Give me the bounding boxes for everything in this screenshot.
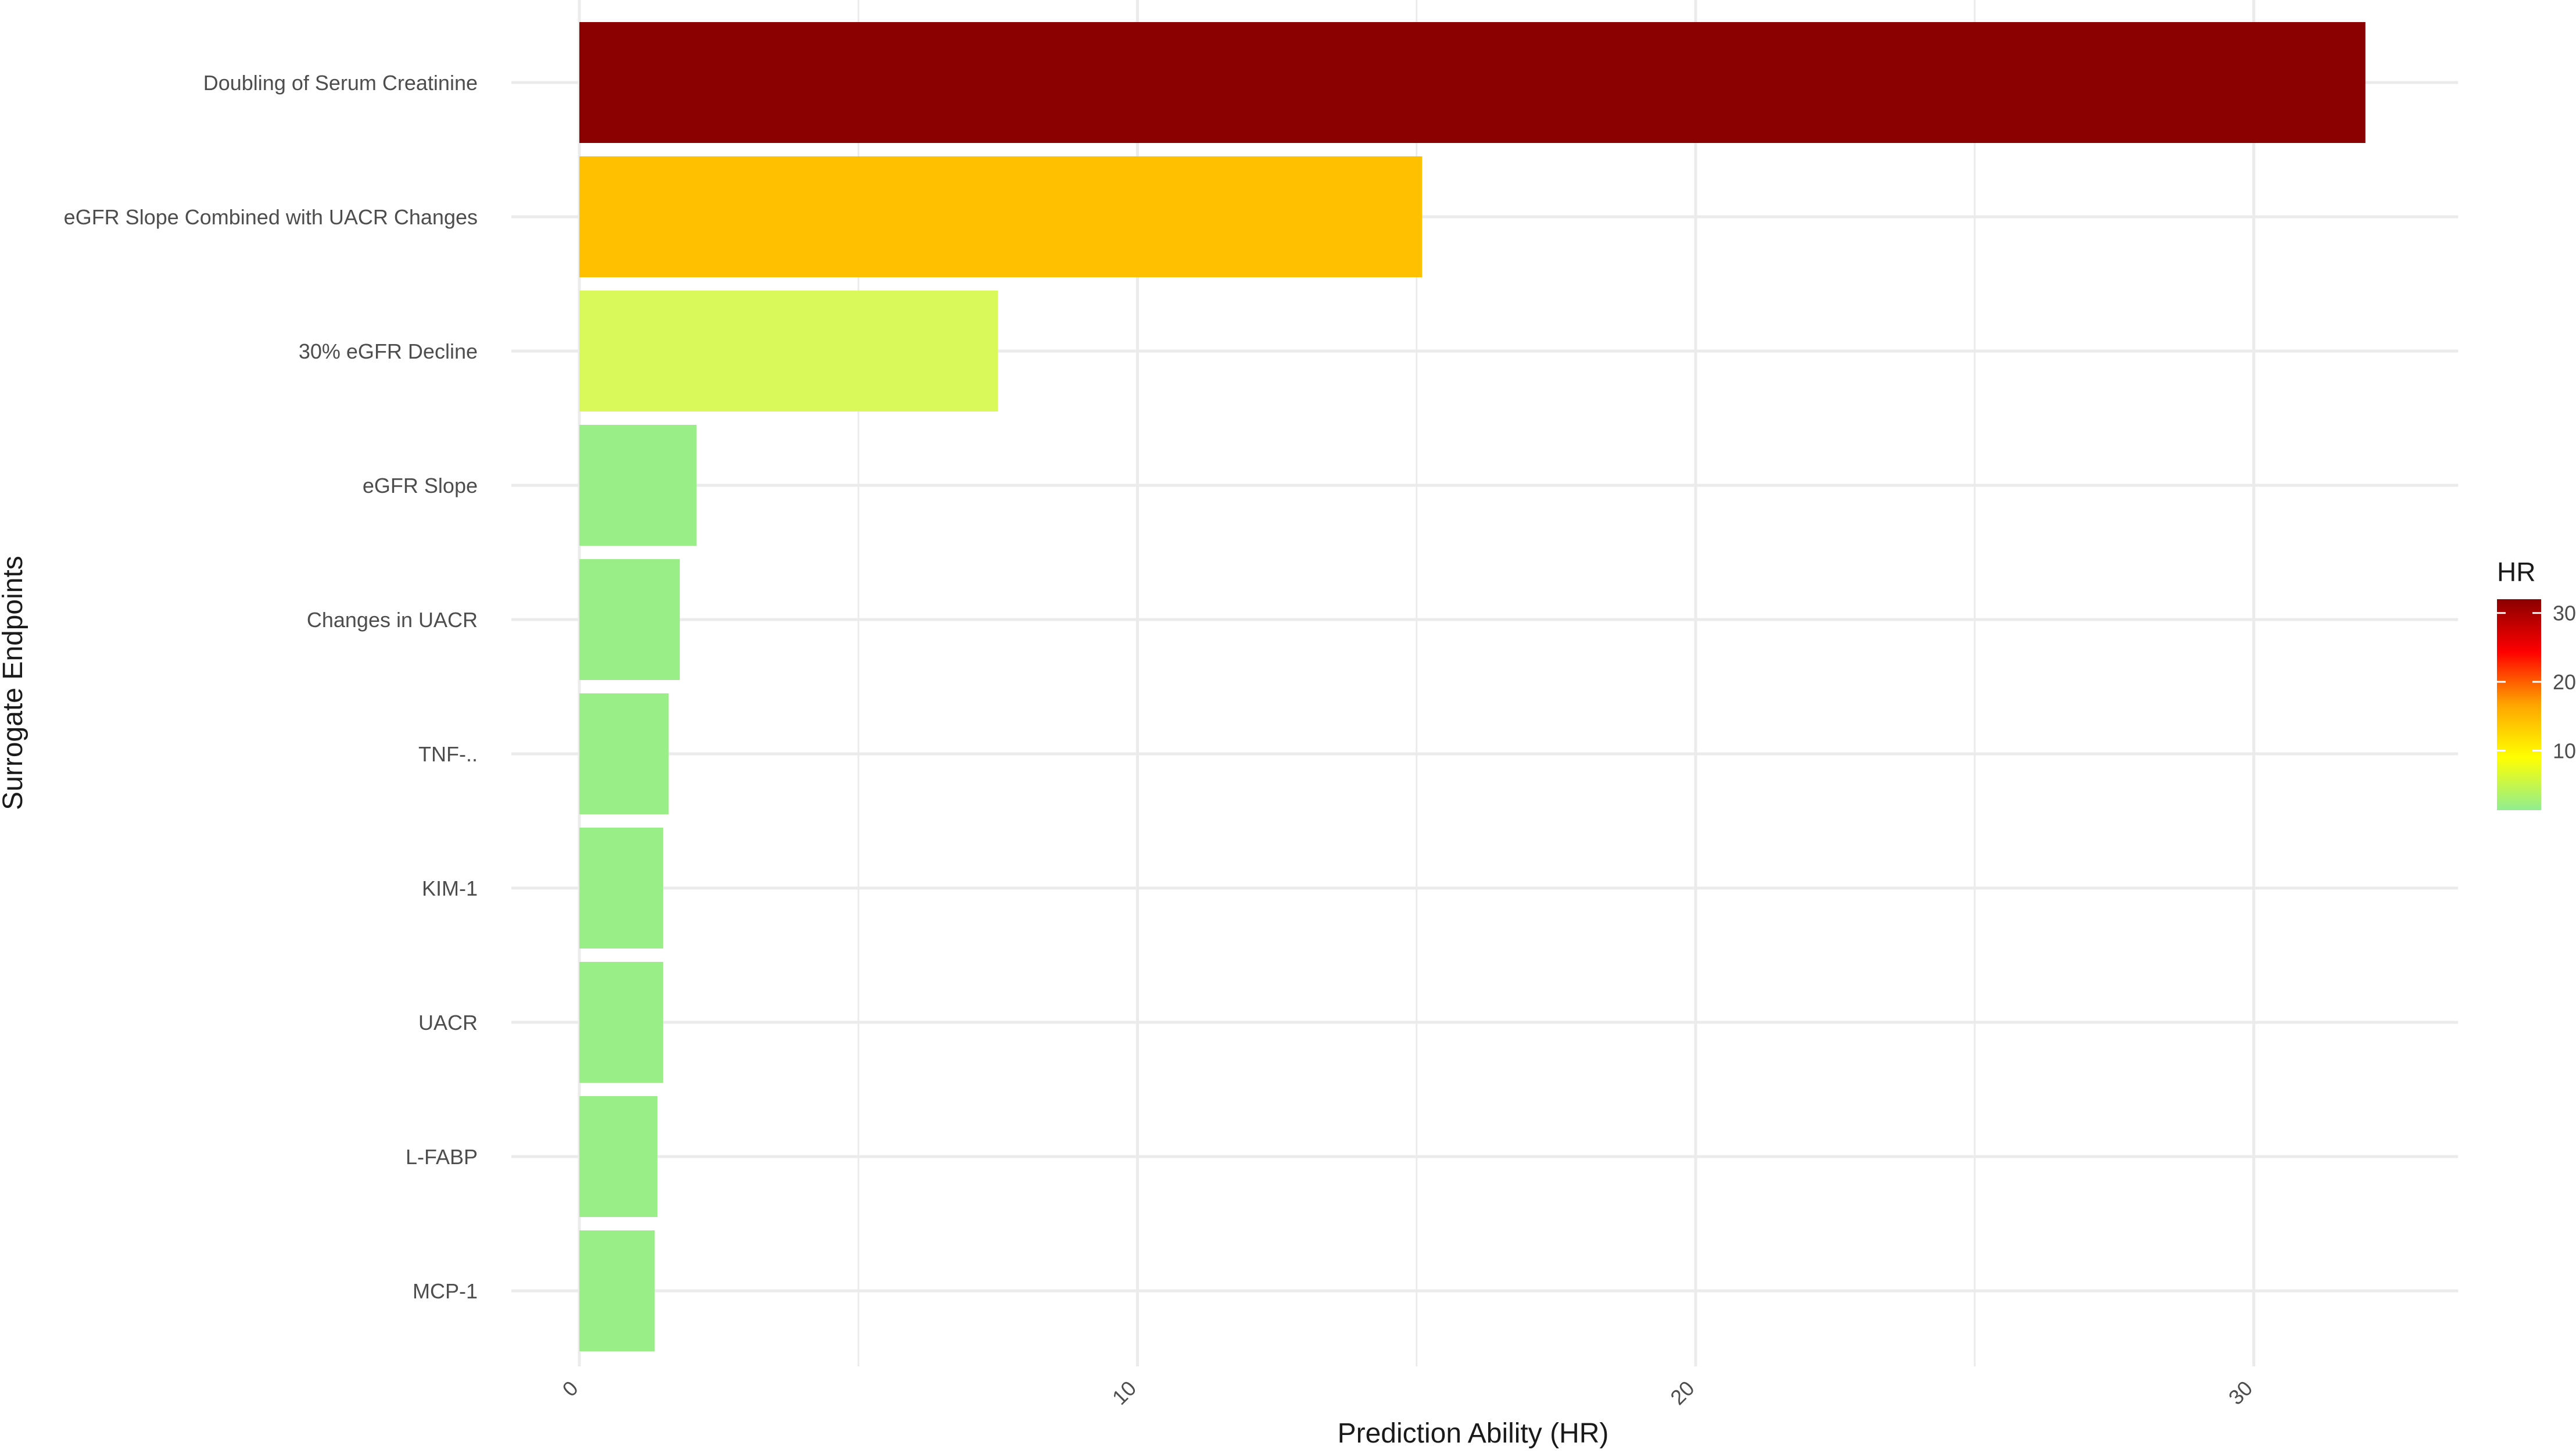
- category-label: eGFR Slope: [363, 474, 478, 498]
- bar: [579, 559, 680, 680]
- x-tick-label: 0: [558, 1376, 583, 1401]
- y-tick-labels: Doubling of Serum Creatinine eGFR Slope C…: [64, 71, 478, 1303]
- bar: [579, 693, 669, 814]
- category-label: 30% eGFR Decline: [299, 339, 478, 363]
- bar: [579, 962, 664, 1083]
- bars: [579, 22, 2366, 1351]
- category-label: Changes in UACR: [307, 608, 478, 632]
- x-tick-labels: 0 10 20 30: [558, 1376, 2258, 1409]
- category-label: L-FABP: [406, 1145, 478, 1169]
- legend-tick-label: 30: [2553, 602, 2576, 625]
- legend-tick-label: 20: [2553, 670, 2576, 694]
- bar: [579, 1096, 658, 1217]
- category-label: Doubling of Serum Creatinine: [203, 71, 478, 95]
- legend-ticks: 10 20 30: [2497, 602, 2576, 763]
- bar: [579, 156, 1423, 277]
- x-tick-label: 20: [1665, 1376, 1699, 1409]
- x-tick-label: 10: [1108, 1376, 1141, 1409]
- x-tick-label: 30: [2224, 1376, 2257, 1409]
- bar: [579, 1230, 655, 1351]
- legend-title: HR: [2497, 557, 2535, 587]
- category-label: KIM-1: [422, 876, 478, 900]
- bar: [579, 22, 2366, 143]
- category-label: eGFR Slope Combined with UACR Changes: [64, 205, 478, 229]
- y-axis-title: Surrogate Endpoints: [0, 556, 28, 810]
- x-axis-title: Prediction Ability (HR): [1338, 1418, 1609, 1449]
- bar: [579, 291, 998, 411]
- legend: HR 10 20 30: [2497, 557, 2576, 810]
- category-label: UACR: [418, 1011, 478, 1035]
- legend-colorbar: [2497, 599, 2541, 810]
- grid: [511, 0, 2458, 1366]
- bar: [579, 828, 664, 949]
- category-label: TNF-..: [418, 742, 478, 766]
- legend-tick-label: 10: [2553, 739, 2576, 763]
- category-label: MCP-1: [413, 1279, 478, 1303]
- bar: [579, 425, 697, 546]
